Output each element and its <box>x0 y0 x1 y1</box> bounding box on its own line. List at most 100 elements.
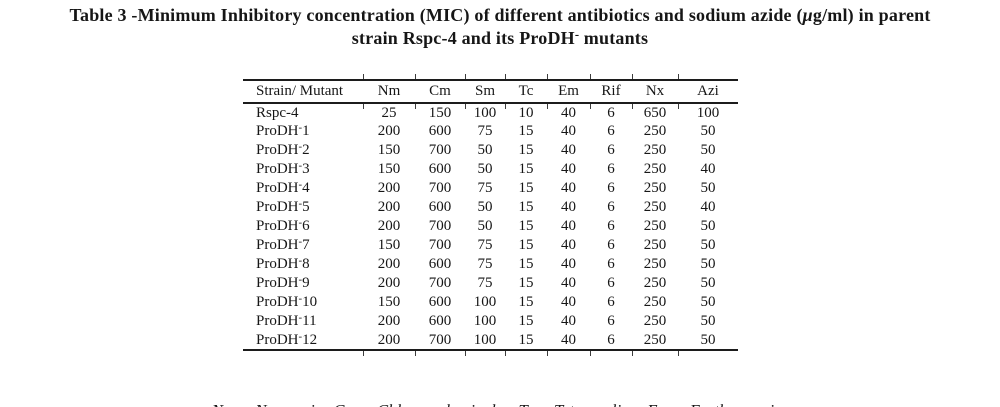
table-cell: 75 <box>477 123 493 139</box>
table-row: ProDH-11 200 600 100 15 40 6 250 50 <box>243 311 738 331</box>
strain-label: ProDH-1 <box>256 121 310 139</box>
table-cell: 15 <box>518 161 534 177</box>
table-row: ProDH-6 200 700 50 15 40 6 250 50 <box>243 216 738 236</box>
superscript-minus: - <box>298 121 303 134</box>
table-cell: 40 <box>561 199 576 215</box>
table-cell: 15 <box>518 237 534 253</box>
table-cell: 50 <box>700 294 716 310</box>
table-cell: 100 <box>473 313 497 329</box>
table-cell: 200 <box>377 275 401 291</box>
table-cell: 75 <box>477 256 493 272</box>
table-cell: 40 <box>561 294 576 310</box>
strain-label: ProDH-9 <box>256 273 310 291</box>
column-divider-tick <box>363 104 364 109</box>
table-cell: 100 <box>473 104 497 121</box>
table-cell: 700 <box>428 218 452 234</box>
caption-line-2: strain Rspc-4 and its ProDH- mutants <box>0 27 1000 52</box>
table-cell: 50 <box>700 275 716 291</box>
column-divider-tick <box>590 351 591 356</box>
caption-text: mutants <box>579 28 649 48</box>
table-header: Strain/ Mutant Nm Cm Sm Tc Em Rif Nx Azi <box>243 80 738 103</box>
table-cell: 250 <box>643 180 667 196</box>
column-divider-tick <box>547 104 548 109</box>
superscript-minus: - <box>298 178 303 191</box>
table-cell: 50 <box>477 161 493 177</box>
table-row: ProDH-12 200 700 100 15 40 6 250 50 <box>243 329 738 350</box>
table-cell: 600 <box>428 256 452 272</box>
table-footnote: Nm = Neomycin; Cm = Chloramphenicol; Tc … <box>0 353 1000 407</box>
mic-table-container: Strain/ Mutant Nm Cm Sm Tc Em Rif Nx Azi Rspc-4 2… <box>243 74 738 356</box>
strain-label: ProDH-5 <box>256 197 310 215</box>
table-cell: 15 <box>518 180 534 196</box>
table-cell: 15 <box>518 256 534 272</box>
table-cell: 150 <box>377 161 401 177</box>
table-cell: 100 <box>696 104 720 121</box>
table-cell: 50 <box>700 123 716 139</box>
table-cell: 25 <box>381 104 397 121</box>
table-cell: 700 <box>428 275 452 291</box>
table-cell: 700 <box>428 331 452 348</box>
table-cell: 75 <box>477 180 493 196</box>
column-divider-tick <box>465 351 466 356</box>
column-header: Cm <box>429 83 451 99</box>
table-row: ProDH-1 200 600 75 15 40 6 250 50 <box>243 121 738 141</box>
table-cell: 6 <box>607 313 615 329</box>
column-header: Azi <box>697 83 719 99</box>
table-cell: 250 <box>643 199 667 215</box>
table-cell: 100 <box>473 294 497 310</box>
table-cell: 40 <box>561 331 576 348</box>
table-cell: 150 <box>377 294 401 310</box>
column-divider-tick <box>632 104 633 109</box>
column-divider-tick <box>678 351 679 356</box>
column-divider-tick <box>632 74 633 79</box>
column-header: Nm <box>377 83 401 99</box>
table-row: Rspc-4 25 150 100 10 40 6 650 100 <box>243 103 738 122</box>
table-cell: 6 <box>607 199 615 215</box>
superscript-minus: - <box>298 159 303 172</box>
table-cell: 250 <box>643 275 667 291</box>
table-cell: 600 <box>428 199 452 215</box>
column-divider-tick <box>632 351 633 356</box>
column-divider-tick <box>547 74 548 79</box>
table-cell: 40 <box>561 256 576 272</box>
table-cell: 40 <box>561 237 576 253</box>
table-cell: 50 <box>700 180 716 196</box>
table-cell: 250 <box>643 331 667 348</box>
table-cell: 6 <box>607 104 615 121</box>
footnote-line-1: Nm = Neomycin; Cm = Chloramphenicol; Tc … <box>0 399 1000 407</box>
mu-symbol: μ <box>802 5 813 25</box>
table-cell: 250 <box>643 142 667 158</box>
caption-text: strain Rspc-4 and its ProDH <box>351 28 575 48</box>
column-divider-tick <box>415 74 416 79</box>
column-header: Rif <box>601 83 621 99</box>
table-cell: 6 <box>607 123 615 139</box>
table-cell: 15 <box>518 199 534 215</box>
column-header: Em <box>558 83 579 99</box>
table-cell: 600 <box>428 313 452 329</box>
table-cell: 6 <box>607 331 615 348</box>
column-divider-tick <box>590 104 591 109</box>
mic-table: Strain/ Mutant Nm Cm Sm Tc Em Rif Nx Azi Rspc-4 2… <box>243 79 738 351</box>
table-cell: 200 <box>377 331 401 348</box>
table-cell: 15 <box>518 313 534 329</box>
table-cell: 250 <box>643 256 667 272</box>
table-cell: 250 <box>643 237 667 253</box>
column-divider-tick <box>505 351 506 356</box>
table-cell: 40 <box>561 218 576 234</box>
table-cell: 600 <box>428 294 452 310</box>
table-cell: 40 <box>561 142 576 158</box>
table-row: ProDH-5 200 600 50 15 40 6 250 40 <box>243 197 738 217</box>
table-cell: 15 <box>518 294 534 310</box>
table-row: ProDH-8 200 600 75 15 40 6 250 50 <box>243 254 738 274</box>
table-cell: 15 <box>518 218 534 234</box>
superscript-minus: - <box>298 329 303 342</box>
table-cell: 40 <box>561 104 576 121</box>
table-cell: 6 <box>607 275 615 291</box>
table-cell: 50 <box>700 218 716 234</box>
superscript-minus: - <box>298 292 303 305</box>
strain-label: ProDH-2 <box>256 140 310 158</box>
column-divider-tick <box>415 104 416 109</box>
table-cell: 700 <box>428 180 452 196</box>
table-cell: 40 <box>700 199 716 215</box>
